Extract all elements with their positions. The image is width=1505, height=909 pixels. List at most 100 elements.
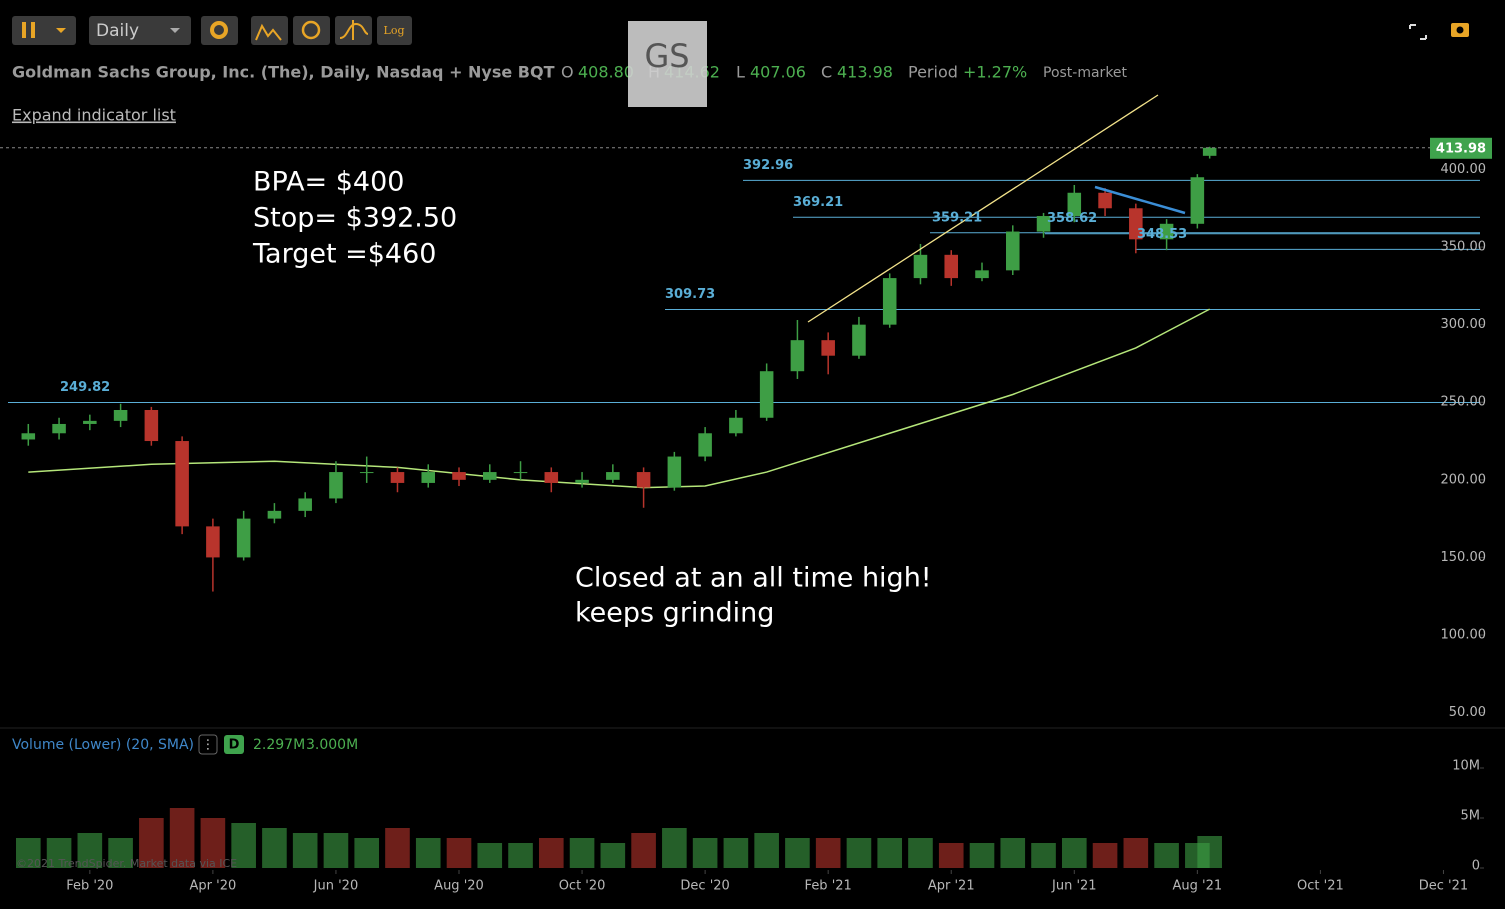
y-tick-label: 250.00 — [1441, 395, 1487, 410]
candle-body — [667, 456, 682, 488]
volume-bar — [200, 818, 226, 868]
y-tick-label: 50.00 — [1449, 705, 1486, 720]
candle-body — [329, 472, 343, 499]
volume-bar — [785, 838, 810, 868]
last-price-tag — [1430, 137, 1492, 159]
candle-body — [1098, 192, 1112, 209]
level-label: 369.21 — [793, 195, 843, 210]
volume-bar — [354, 838, 380, 868]
candle-body — [175, 441, 189, 527]
x-tick-label: Apr '20 — [190, 879, 237, 894]
dropdown-arrow — [56, 28, 66, 33]
volume-bar — [1092, 843, 1118, 868]
candle-body — [882, 278, 897, 325]
annotation: keeps grinding — [575, 598, 774, 629]
plot-layer — [0, 137, 1492, 874]
y-tick-label: 200.00 — [1441, 472, 1487, 487]
volume-bar — [1000, 838, 1026, 868]
candle-body — [698, 433, 712, 457]
ohlc-label: C — [821, 63, 832, 82]
candle-body — [236, 518, 251, 558]
annotation: Closed at an all time high! — [575, 563, 932, 594]
trend-line — [807, 94, 1159, 323]
candle-body — [852, 324, 866, 356]
volume-bar — [908, 838, 933, 868]
volume-bar — [108, 838, 133, 868]
chart-type-button[interactable] — [12, 16, 76, 45]
x-tick-label: Aug '20 — [434, 879, 484, 894]
volume-bar — [169, 808, 195, 868]
gear-icon — [210, 21, 228, 39]
menu-button[interactable] — [198, 734, 218, 755]
y-tick-label: 350.00 — [1441, 240, 1487, 255]
badge-label: D — [229, 738, 240, 753]
volume-bar — [1123, 838, 1149, 868]
candle-body — [544, 472, 559, 483]
volume-bar — [231, 823, 256, 868]
volume-title: Volume (Lower) (20, SMA) — [12, 737, 194, 753]
volume-bar — [969, 843, 995, 868]
level-label: 392.96 — [743, 158, 793, 173]
settings-button[interactable] — [201, 16, 238, 45]
volume-bar — [723, 838, 749, 868]
volume-bar — [1197, 836, 1222, 868]
candle-body — [21, 433, 36, 440]
level-label: 309.73 — [665, 287, 715, 302]
period-label: Period — [908, 63, 958, 82]
candle-body — [1190, 177, 1205, 224]
volume-bar — [938, 843, 964, 868]
expand-link[interactable]: Expand indicator list — [12, 106, 176, 125]
volume-bar — [77, 833, 103, 868]
x-tick-label: Jun '21 — [1051, 879, 1097, 894]
interval-label: Daily — [96, 21, 139, 41]
candle-body — [759, 371, 774, 418]
level-label: 348.53 — [1137, 227, 1187, 242]
session-label: Post-market — [1043, 65, 1128, 81]
candle-body — [1005, 231, 1020, 271]
candle-body — [790, 340, 805, 372]
x-tick-label: Apr '21 — [928, 879, 975, 894]
candle-body — [975, 270, 989, 279]
ohlc-value: 413.98 — [837, 63, 893, 82]
x-tick-label: Feb '21 — [805, 879, 852, 894]
candle-body — [944, 254, 959, 279]
volume-tick-label: 5M — [1461, 809, 1481, 824]
volume-bar — [292, 833, 318, 868]
candle-body — [483, 472, 497, 480]
volume-bar — [569, 838, 595, 868]
y-tick-label: 100.00 — [1441, 628, 1487, 643]
menu-icon: ⋮ — [202, 738, 215, 753]
volume-bar — [139, 818, 164, 868]
volume-average: 3.000M — [306, 737, 358, 753]
volume-bar — [877, 838, 903, 868]
clock-icon — [301, 20, 321, 40]
period-value: +1.27% — [963, 63, 1027, 82]
symbol-title: Goldman Sachs Group, Inc. (The), Daily, … — [12, 63, 555, 82]
x-tick-label: Dec '20 — [680, 879, 729, 894]
last-price-label: 413.98 — [1436, 141, 1486, 156]
replay-button[interactable] — [293, 16, 330, 45]
y-tick-label: 150.00 — [1441, 550, 1487, 565]
indicator-button[interactable] — [251, 16, 288, 45]
interval-select[interactable] — [89, 16, 191, 45]
volume-bar — [15, 838, 41, 868]
candle-icon — [22, 22, 35, 38]
volume-value: 2.297M — [253, 737, 305, 753]
badge[interactable] — [224, 735, 244, 754]
trend-line — [1094, 185, 1186, 215]
candle-body — [52, 423, 66, 434]
annotation: Stop= $392.50 — [253, 203, 457, 234]
copyright: ©2021 TrendSpider. Market data via ICE — [16, 857, 237, 870]
volume-bar — [446, 838, 472, 868]
candle-body — [267, 510, 282, 519]
level-label: 358.62 — [1047, 211, 1097, 226]
camera-lens — [1456, 26, 1464, 34]
fullscreen-icon[interactable] — [1409, 24, 1427, 40]
volume-bar — [323, 833, 349, 868]
candle-body — [359, 472, 374, 474]
indicator-icon — [255, 23, 282, 41]
dropdown-arrow — [170, 28, 180, 33]
log-button[interactable] — [377, 16, 412, 45]
candle-body — [452, 472, 466, 480]
